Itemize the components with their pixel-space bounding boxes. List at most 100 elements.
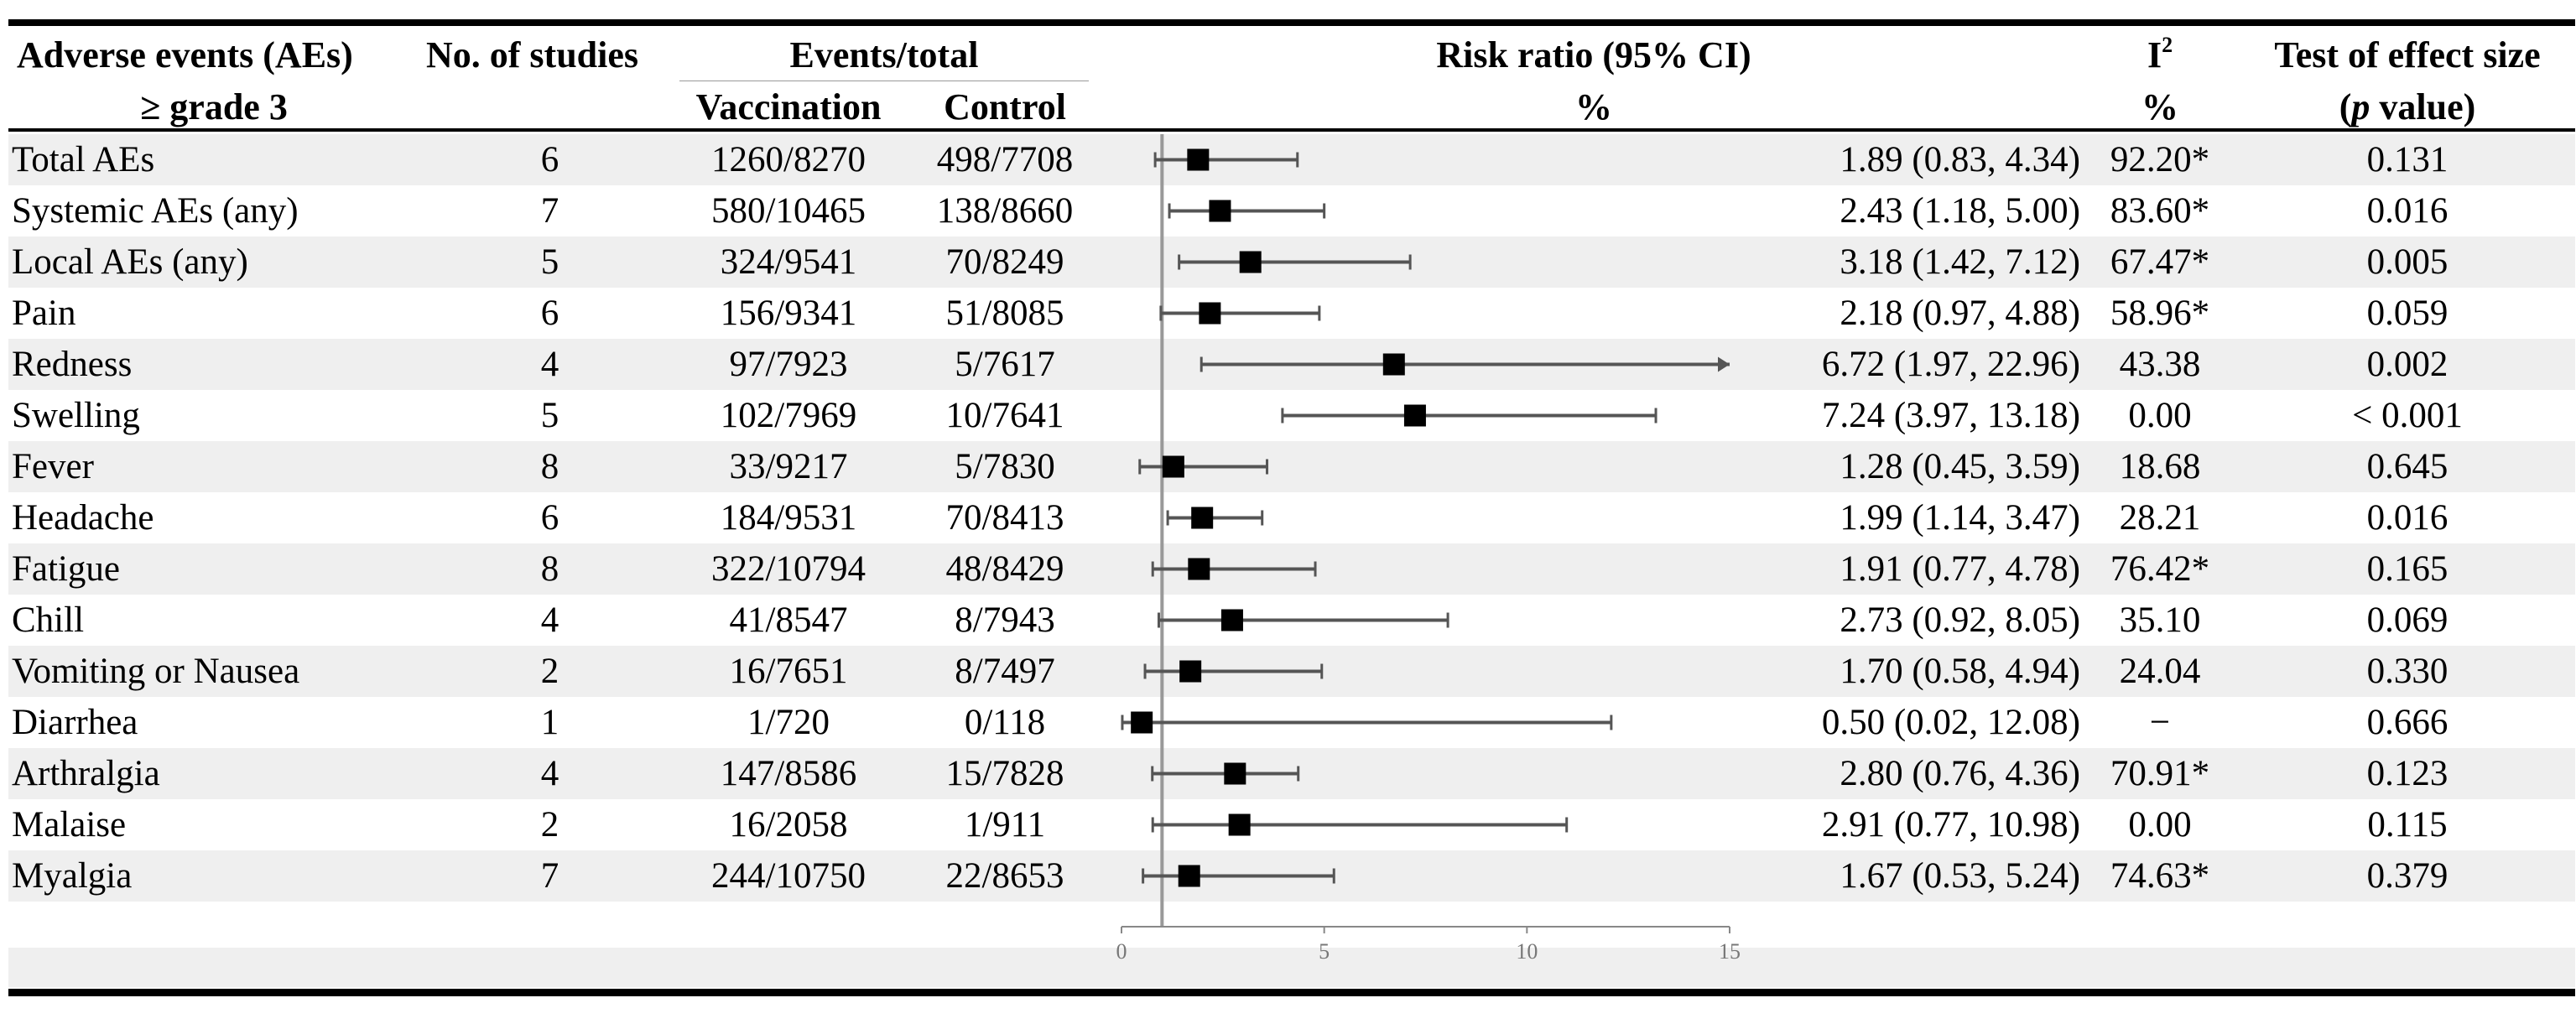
control-events: 8/7497 (955, 652, 1055, 691)
vaccination-events: 16/2058 (729, 805, 848, 845)
risk-ratio-ci: 1.28 (0.45, 3.59) (1840, 447, 2080, 486)
header-i2-base: I (2147, 34, 2162, 75)
risk-ratio-ci: 3.18 (1.42, 7.12) (1840, 242, 2080, 282)
study-count: 5 (540, 242, 559, 282)
header-test-rest: value) (2370, 86, 2476, 127)
p-value: 0.069 (2366, 600, 2449, 640)
header-rule (8, 128, 2575, 132)
control-events: 0/118 (964, 703, 1046, 742)
i2-value: 24.04 (2119, 652, 2201, 691)
study-count: 8 (540, 549, 559, 589)
x-tick-label: 15 (1719, 939, 1741, 964)
ci-arrow-high (1718, 356, 1730, 372)
p-value: 0.123 (2366, 754, 2449, 793)
header-test-p: (p value) (2248, 82, 2567, 133)
p-value: 0.002 (2366, 345, 2449, 384)
header-control: Control (944, 86, 1066, 127)
control-events: 15/7828 (945, 754, 1064, 793)
control-events: 48/8429 (945, 549, 1064, 589)
i2-value: 67.47* (2110, 242, 2210, 282)
p-value: 0.379 (2366, 856, 2449, 896)
study-count: 7 (540, 856, 559, 896)
p-value: 0.666 (2366, 703, 2449, 742)
point-estimate (1199, 302, 1221, 325)
i2-value: 83.60* (2110, 191, 2210, 231)
risk-ratio-ci: 2.80 (0.76, 4.36) (1840, 754, 2080, 793)
header-i2-sup: 2 (2162, 33, 2173, 57)
ae-name: Fatigue (12, 549, 120, 589)
ae-name: Fever (12, 447, 94, 486)
risk-ratio-ci: 1.67 (0.53, 5.24) (1840, 856, 2080, 896)
vaccination-events: 33/9217 (729, 447, 848, 486)
vaccination-events: 1/720 (747, 703, 830, 742)
ae-name: Diarrhea (12, 703, 138, 742)
i2-value: 18.68 (2119, 447, 2201, 486)
point-estimate (1239, 251, 1262, 273)
i2-value: 76.42* (2110, 549, 2210, 589)
risk-ratio-ci: 1.99 (1.14, 3.47) (1840, 498, 2080, 538)
study-count: 2 (540, 652, 559, 691)
control-events: 22/8653 (945, 856, 1064, 896)
risk-ratio-ci: 1.91 (0.77, 4.78) (1840, 549, 2080, 589)
point-estimate (1382, 353, 1405, 376)
p-value: 0.165 (2366, 549, 2449, 589)
p-value: 0.005 (2366, 242, 2449, 282)
control-events: 10/7641 (945, 396, 1064, 435)
ae-name: Systemic AEs (any) (12, 191, 299, 231)
ae-name: Swelling (12, 396, 140, 435)
risk-ratio-ci: 2.91 (0.77, 10.98) (1821, 805, 2080, 845)
control-events: 5/7617 (955, 345, 1055, 384)
vaccination-events: 147/8586 (720, 754, 857, 793)
vaccination-events: 580/10465 (711, 191, 866, 231)
control-events: 8/7943 (955, 600, 1055, 640)
study-count: 1 (540, 703, 559, 742)
header-risk-ratio: Risk ratio (95% CI) (1436, 34, 1751, 75)
vaccination-events: 97/7923 (729, 345, 848, 384)
vaccination-events: 102/7969 (720, 396, 857, 435)
header-i2-unit: % (2141, 86, 2178, 127)
axis-band (8, 948, 2575, 987)
ae-name: Local AEs (any) (12, 242, 248, 282)
ae-name: Redness (12, 345, 133, 384)
ae-name: Myalgia (12, 856, 133, 896)
control-events: 498/7708 (936, 140, 1074, 179)
point-estimate (1131, 711, 1153, 734)
study-count: 6 (540, 294, 559, 333)
point-estimate (1403, 404, 1426, 427)
header-ae-line2: ≥ grade 3 (140, 86, 288, 127)
p-value: 0.059 (2366, 294, 2449, 333)
p-value: 0.131 (2366, 140, 2449, 179)
ae-name: Vomiting or Nausea (12, 652, 300, 691)
ae-name: Arthralgia (12, 754, 160, 793)
point-estimate (1178, 865, 1200, 887)
header-events-total: Events/total (789, 34, 979, 75)
control-events: 70/8249 (945, 242, 1064, 282)
row-band (8, 441, 2575, 492)
point-estimate (1191, 507, 1214, 529)
point-estimate (1209, 200, 1231, 222)
top-rule (8, 19, 2575, 26)
i2-value: 58.96* (2110, 294, 2210, 333)
ae-name: Malaise (12, 805, 127, 845)
ae-name: Total AEs (12, 140, 155, 179)
i2-value: − (2149, 703, 2171, 742)
point-estimate (1188, 558, 1210, 580)
p-value: 0.016 (2366, 498, 2449, 538)
i2-value: 74.63* (2110, 856, 2210, 896)
risk-ratio-ci: 0.50 (0.02, 12.08) (1821, 703, 2080, 742)
x-tick-label: 10 (1516, 939, 1538, 964)
risk-ratio-ci: 1.70 (0.58, 4.94) (1840, 652, 2080, 691)
point-estimate (1220, 609, 1243, 631)
study-count: 7 (540, 191, 559, 231)
i2-value: 92.20* (2110, 140, 2210, 179)
control-events: 51/8085 (945, 294, 1064, 333)
study-count: 6 (540, 498, 559, 538)
study-count: 2 (540, 805, 559, 845)
header-test-open: ( (2339, 86, 2352, 127)
vaccination-events: 244/10750 (711, 856, 866, 896)
i2-value: 70.91* (2110, 754, 2210, 793)
point-estimate (1179, 660, 1202, 683)
p-value: < 0.001 (2352, 396, 2463, 435)
vaccination-events: 184/9531 (720, 498, 857, 538)
